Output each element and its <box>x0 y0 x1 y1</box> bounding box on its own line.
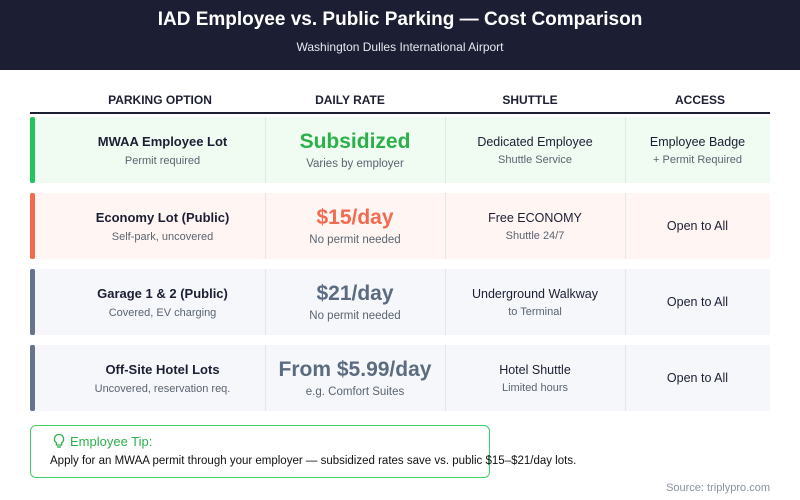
table-row: Off-Site Hotel Lots Uncovered, reservatio… <box>30 345 770 411</box>
source: Source: triplypro.com <box>666 482 770 494</box>
shuttle-text: Limited hours <box>501 381 569 394</box>
rate-cell: Subsidized Varies by employer <box>265 117 445 183</box>
option-name: Garage 1 & 2 (Public) <box>97 285 228 301</box>
rate: From $5.99/day <box>278 358 432 381</box>
bulb-icon <box>53 433 65 448</box>
column-divider <box>265 269 266 335</box>
access-text: Employee Badge <box>649 134 746 149</box>
table-row: Economy Lot (Public) Self-park, uncovered… <box>30 193 770 259</box>
option-cell: Off-Site Hotel Lots Uncovered, reservatio… <box>35 345 290 411</box>
option-note: Permit required <box>124 154 201 167</box>
option-cell: Economy Lot (Public) Self-park, uncovered <box>35 193 290 259</box>
tip-title: Employee Tip: <box>70 434 153 449</box>
option-cell: MWAA Employee Lot Permit required <box>35 117 290 183</box>
shuttle-text: to Terminal <box>508 305 562 318</box>
rate-note: No permit needed <box>309 310 401 322</box>
option-name: Economy Lot (Public) <box>95 209 230 225</box>
rate-cell: $15/day No permit needed <box>265 193 445 259</box>
rate-cell: $21/day No permit needed <box>265 269 445 335</box>
access-text: + Permit Required <box>653 153 742 166</box>
shuttle-cell: Free ECONOMY Shuttle 24/7 <box>445 193 625 259</box>
tip-box <box>30 425 490 478</box>
row-accent <box>30 193 35 259</box>
shuttle-text: Underground Walkway <box>472 286 598 301</box>
title: IAD Employee vs. Public Parking — Cost C… <box>157 9 643 30</box>
shuttle-text: Dedicated Employee <box>477 134 593 149</box>
rate: $15/day <box>316 206 394 229</box>
option-note: Self-park, uncovered <box>111 230 214 243</box>
shuttle-text: Shuttle 24/7 <box>505 229 565 242</box>
option-note: Covered, EV charging <box>108 306 217 319</box>
column-header: DAILY RATE <box>315 93 385 107</box>
table-row: Garage 1 & 2 (Public) Covered, EV chargin… <box>30 269 770 335</box>
shuttle-cell: Hotel Shuttle Limited hours <box>445 345 625 411</box>
column-divider <box>625 117 626 183</box>
access-text: Open to All <box>666 295 729 309</box>
header-rule <box>30 112 770 114</box>
column-divider <box>445 269 446 335</box>
table-row: MWAA Employee Lot Permit required Subsidiz… <box>30 117 770 183</box>
row-accent <box>30 117 35 183</box>
access-text: Open to All <box>666 371 729 385</box>
shuttle-text: Free ECONOMY <box>488 210 582 225</box>
rate-cell: From $5.99/day e.g. Comfort Suites <box>265 345 445 411</box>
option-cell: Garage 1 & 2 (Public) Covered, EV chargin… <box>35 269 290 335</box>
option-name: MWAA Employee Lot <box>97 133 228 149</box>
rate: $21/day <box>316 282 394 305</box>
column-divider <box>445 117 446 183</box>
column-header: PARKING OPTION <box>108 93 212 107</box>
shuttle-cell: Dedicated Employee Shuttle Service <box>445 117 625 183</box>
shuttle-text: Shuttle Service <box>498 153 572 166</box>
column-divider <box>445 345 446 411</box>
column-divider <box>265 345 266 411</box>
access-cell: Open to All <box>625 269 770 335</box>
column-divider <box>625 269 626 335</box>
rate-note: No permit needed <box>309 234 401 246</box>
access-cell: Open to All <box>625 193 770 259</box>
access-cell: Open to All <box>625 345 770 411</box>
column-divider <box>445 193 446 259</box>
column-header: SHUTTLE <box>502 93 558 107</box>
column-divider <box>265 117 266 183</box>
option-note: Uncovered, reservation req. <box>94 382 231 395</box>
row-accent <box>30 345 35 411</box>
rate-note: Varies by employer <box>306 158 404 170</box>
rate: Subsidized <box>299 130 411 153</box>
access-text: Open to All <box>666 219 729 233</box>
access-cell: Employee Badge + Permit Required <box>625 117 770 183</box>
column-divider <box>625 345 626 411</box>
subtitle: Washington Dulles International Airport <box>296 40 504 54</box>
column-divider <box>265 193 266 259</box>
header <box>0 0 800 70</box>
option-name: Off-Site Hotel Lots <box>105 361 220 377</box>
shuttle-cell: Underground Walkway to Terminal <box>445 269 625 335</box>
column-header: ACCESS <box>674 93 725 107</box>
rate-note: e.g. Comfort Suites <box>305 386 405 398</box>
shuttle-text: Hotel Shuttle <box>499 362 571 377</box>
row-accent <box>30 269 35 335</box>
tip-text: Apply for an MWAA permit through your em… <box>50 455 577 467</box>
column-divider <box>625 193 626 259</box>
